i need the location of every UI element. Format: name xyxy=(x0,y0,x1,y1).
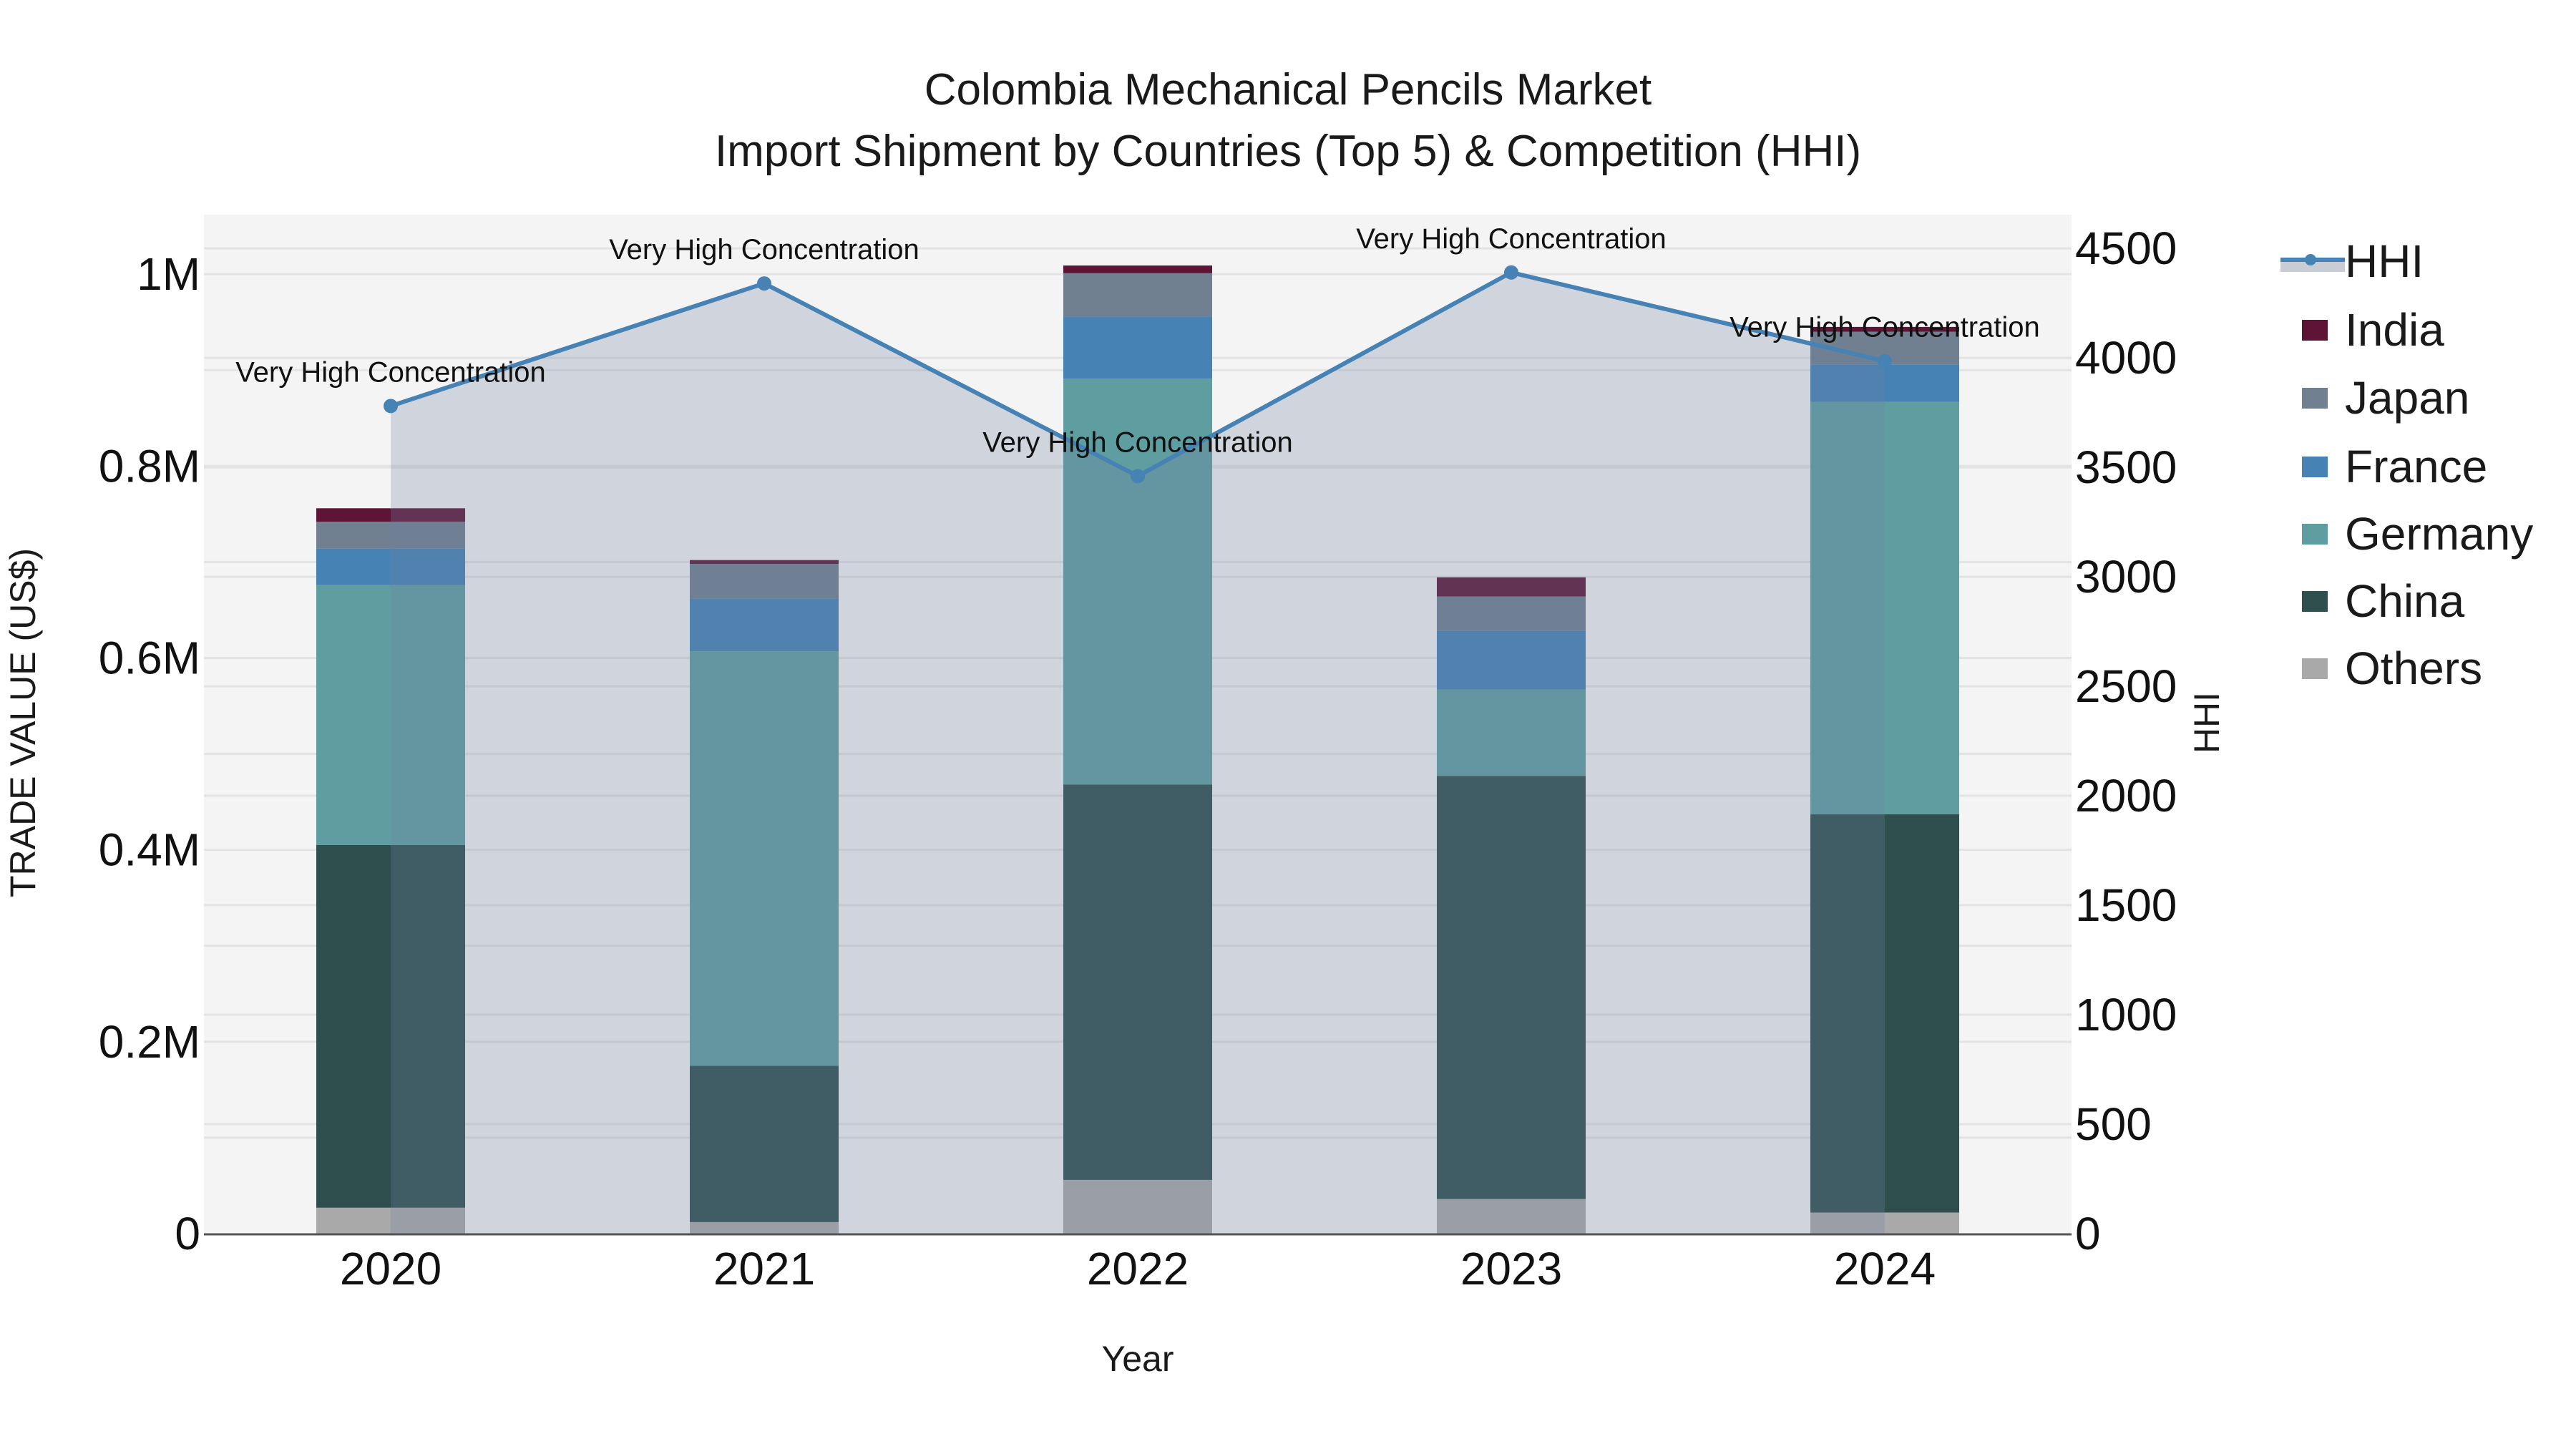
y-right-tick: 3500 xyxy=(2075,441,2177,493)
y-axis-left-title: TRADE VALUE (US$) xyxy=(3,547,43,898)
y-left-tick: 0 xyxy=(175,1208,200,1259)
bar-segment-india-2024 xyxy=(1810,326,1959,332)
stacked-bars xyxy=(316,265,1959,1234)
legend-label: India xyxy=(2345,304,2444,356)
hhi-annotation: Very High Concentration xyxy=(1356,223,1667,255)
bar-segment-china-2022 xyxy=(1063,784,1212,1180)
y-left-tick: 0.8M xyxy=(99,440,200,492)
legend-label: France xyxy=(2345,441,2488,492)
bar-segment-others-2022 xyxy=(1063,1179,1212,1234)
legend-item-others[interactable]: Others xyxy=(2265,636,2565,701)
hhi-annotation: Very High Concentration xyxy=(609,234,919,265)
legend-label: Japan xyxy=(2345,372,2470,424)
bar-segment-france-2022 xyxy=(1063,316,1212,379)
bar-segment-france-2021 xyxy=(690,598,839,652)
y-right-tick: 1500 xyxy=(2075,879,2177,931)
hhi-point-2020[interactable] xyxy=(384,399,398,414)
bar-segment-india-2023 xyxy=(1437,577,1586,597)
y-left-tick: 0.4M xyxy=(99,824,200,876)
x-tick-2022: 2022 xyxy=(1087,1243,1189,1294)
hhi-point-2024[interactable] xyxy=(1878,353,1892,369)
line-marker-icon xyxy=(2265,229,2345,293)
y-right-tick: 3000 xyxy=(2075,551,2177,602)
swatch-icon xyxy=(2302,658,2328,679)
y-right-tick: 0 xyxy=(2075,1208,2101,1259)
y-left-tick-labels: 0 0.2M 0.4M 0.6M 0.8M 1M xyxy=(99,248,200,1259)
y-right-tick: 1000 xyxy=(2075,989,2177,1040)
bar-segment-germany-2020 xyxy=(316,585,465,845)
y-right-tick: 4000 xyxy=(2075,332,2177,384)
swatch-icon xyxy=(2302,524,2328,545)
y-left-tick: 0.6M xyxy=(99,632,200,683)
hhi-annotation: Very High Concentration xyxy=(982,426,1293,458)
bar-segment-china-2024 xyxy=(1810,814,1959,1213)
x-tick-2024: 2024 xyxy=(1834,1243,1936,1294)
x-tick-2023: 2023 xyxy=(1460,1243,1562,1294)
y-left-tick: 0.2M xyxy=(99,1016,200,1068)
legend-item-france[interactable]: France xyxy=(2265,434,2565,499)
hhi-annotation: Very High Concentration xyxy=(235,356,546,388)
bar-segment-china-2023 xyxy=(1437,776,1586,1199)
bar-segment-india-2022 xyxy=(1063,265,1212,273)
bar-segment-others-2023 xyxy=(1437,1199,1586,1234)
legend-label: China xyxy=(2345,575,2465,627)
swatch-icon xyxy=(2302,591,2328,612)
bar-segment-japan-2020 xyxy=(316,522,465,549)
bar-segment-china-2020 xyxy=(316,844,465,1208)
x-axis-title: Year xyxy=(1101,1339,1174,1379)
y-left-tick: 1M xyxy=(137,248,200,300)
bar-segment-china-2021 xyxy=(690,1065,839,1222)
legend-item-india[interactable]: India xyxy=(2265,298,2565,362)
legend-item-china[interactable]: China xyxy=(2265,569,2565,633)
x-tick-labels: 2020 2021 2022 2023 2024 xyxy=(340,1243,1936,1294)
legend-item-hhi[interactable]: HHI xyxy=(2265,229,2565,293)
y-right-tick-labels: 0 500 1000 1500 2000 2500 3000 3500 4000 4500 xyxy=(2075,223,2177,1259)
bar-segment-france-2023 xyxy=(1437,630,1586,690)
bar-segment-india-2021 xyxy=(690,560,839,565)
hhi-point-2023[interactable] xyxy=(1504,265,1518,280)
y-right-tick: 4500 xyxy=(2075,223,2177,274)
hhi-area-fill xyxy=(391,272,1885,1234)
y-axis-right-title: HHI xyxy=(2187,691,2227,754)
bar-segment-japan-2021 xyxy=(690,564,839,599)
swatch-icon xyxy=(2302,457,2328,477)
bar-segment-others-2021 xyxy=(690,1221,839,1234)
x-tick-2021: 2021 xyxy=(713,1243,815,1294)
hhi-annotation: Very High Concentration xyxy=(1729,312,2040,343)
hhi-point-2021[interactable] xyxy=(757,276,771,291)
legend-item-japan[interactable]: Japan xyxy=(2265,366,2565,430)
bar-segment-france-2024 xyxy=(1810,364,1959,402)
bar-segment-germany-2024 xyxy=(1810,401,1959,815)
bar-segment-others-2020 xyxy=(316,1207,465,1234)
legend-label: Others xyxy=(2345,643,2483,694)
bar-segment-germany-2021 xyxy=(690,651,839,1066)
hhi-annotations: Very High Concentration Very High Concent… xyxy=(235,223,2040,459)
bar-segment-others-2024 xyxy=(1810,1212,1959,1234)
legend-label: HHI xyxy=(2345,235,2424,287)
bar-segment-japan-2022 xyxy=(1063,273,1212,317)
bar-segment-france-2020 xyxy=(316,548,465,585)
bar-segment-germany-2022 xyxy=(1063,379,1212,785)
legend-label: Germany xyxy=(2345,508,2534,560)
bar-segment-india-2020 xyxy=(316,508,465,522)
hhi-point-2022[interactable] xyxy=(1131,469,1145,484)
y-right-tick: 2500 xyxy=(2075,660,2177,712)
swatch-icon xyxy=(2302,388,2328,409)
chart-title-line-2: Import Shipment by Countries (Top 5) & C… xyxy=(714,127,1862,176)
chart-title-line-1: Colombia Mechanical Pencils Market xyxy=(924,65,1652,114)
y-right-tick: 500 xyxy=(2075,1098,2152,1150)
swatch-icon xyxy=(2302,320,2328,341)
y-right-tick: 2000 xyxy=(2075,770,2177,821)
bar-segment-japan-2023 xyxy=(1437,596,1586,631)
hhi-line-series xyxy=(384,265,1892,1234)
x-tick-2020: 2020 xyxy=(340,1243,441,1294)
bar-segment-germany-2023 xyxy=(1437,689,1586,776)
legend-item-germany[interactable]: Germany xyxy=(2265,502,2565,566)
